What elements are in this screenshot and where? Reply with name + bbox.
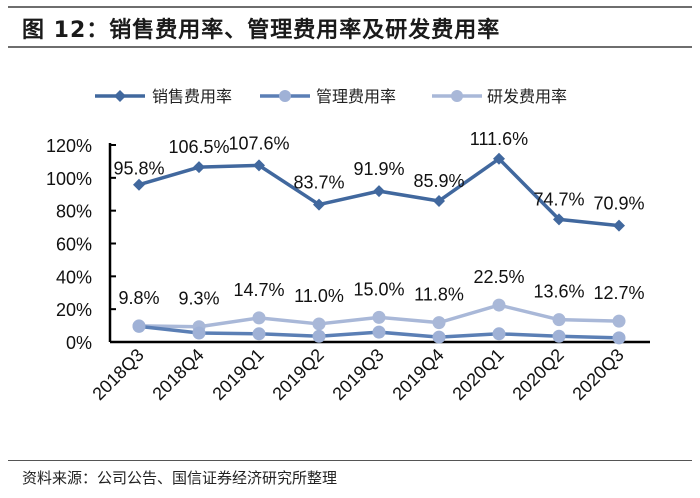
x-tick-label: 2019Q2 bbox=[268, 345, 327, 404]
circle-marker bbox=[552, 329, 566, 343]
data-label-sales: 91.9% bbox=[353, 159, 404, 179]
line-chart: 销售费用率 管理费用率 研发费用率 0% 20% 40% 60% 80% 100% 120% 20… bbox=[46, 87, 650, 404]
figure-title: 图 12：销售费用率、管理费用率及研发费用率 bbox=[22, 18, 501, 43]
data-label-rd: 9.3% bbox=[178, 289, 219, 309]
diamond-marker bbox=[313, 198, 325, 211]
x-tick-label: 2018Q3 bbox=[88, 345, 147, 404]
y-tick-label: 60% bbox=[56, 235, 92, 255]
data-label-sales: 83.7% bbox=[293, 173, 344, 193]
circle-marker bbox=[552, 313, 566, 327]
top-rule bbox=[8, 6, 692, 8]
circle-marker bbox=[492, 298, 506, 312]
diamond-marker bbox=[433, 194, 445, 207]
circle-marker bbox=[192, 326, 206, 340]
circle-marker bbox=[612, 314, 626, 328]
series-group bbox=[132, 152, 626, 345]
circle-marker bbox=[132, 319, 146, 333]
title-rule bbox=[8, 46, 692, 48]
legend-item-rd-rate: 研发费用率 bbox=[432, 87, 567, 106]
legend: 销售费用率 管理费用率 研发费用率 bbox=[95, 87, 567, 106]
x-tick-label: 2019Q4 bbox=[388, 345, 447, 404]
diamond-marker bbox=[373, 185, 385, 198]
source-note: 资料来源：公司公告、国信证券经济研究所整理 bbox=[22, 469, 338, 487]
data-labels: 95.8%106.5%107.6%83.7% 91.9% 85.9% 111.6% 74… bbox=[113, 129, 644, 309]
series-sales-rate bbox=[133, 152, 625, 232]
data-label-sales: 111.6% bbox=[470, 129, 528, 149]
data-label-rd: 22.5% bbox=[473, 267, 524, 287]
diamond-marker bbox=[613, 219, 625, 232]
data-label-sales: 85.9% bbox=[413, 171, 464, 191]
legend-item-admin-rate: 管理费用率 bbox=[260, 87, 396, 106]
data-label-rd: 14.7% bbox=[233, 280, 284, 300]
data-label-rd: 11.0% bbox=[294, 286, 344, 306]
x-tick-label: 2020Q1 bbox=[448, 345, 507, 404]
y-tick-label: 20% bbox=[56, 300, 92, 320]
legend-label: 销售费用率 bbox=[152, 87, 232, 106]
data-label-rd: 9.8% bbox=[118, 288, 159, 308]
data-label-sales: 74.7% bbox=[533, 189, 584, 209]
data-label-sales: 107.6% bbox=[228, 133, 289, 153]
x-tick-label: 2019Q3 bbox=[328, 345, 387, 404]
diamond-marker bbox=[253, 159, 265, 172]
circle-marker bbox=[252, 327, 266, 341]
footer-rule bbox=[8, 460, 692, 461]
y-tick-label: 40% bbox=[56, 267, 92, 287]
data-label-rd: 11.8% bbox=[414, 285, 464, 305]
diamond-marker bbox=[133, 178, 145, 191]
legend-label: 管理费用率 bbox=[316, 87, 396, 106]
data-label-sales: 70.9% bbox=[593, 194, 644, 214]
data-label-sales: 95.8% bbox=[113, 159, 164, 179]
circle-marker bbox=[252, 311, 266, 325]
legend-diamond-icon bbox=[114, 90, 126, 102]
y-tick-label: 120% bbox=[46, 136, 92, 156]
legend-circle-icon bbox=[451, 90, 463, 102]
x-tick-label: 2018Q4 bbox=[148, 345, 207, 404]
legend-item-sales-rate: 销售费用率 bbox=[95, 87, 232, 106]
x-tick-label: 2020Q3 bbox=[568, 345, 627, 404]
circle-marker bbox=[312, 317, 326, 331]
circle-marker bbox=[372, 325, 386, 339]
x-tick-label: 2019Q1 bbox=[208, 345, 267, 404]
y-tick-label: 0% bbox=[66, 333, 92, 353]
circle-marker bbox=[432, 316, 446, 330]
circle-marker bbox=[492, 327, 506, 341]
diamond-marker bbox=[493, 152, 505, 165]
circle-marker bbox=[312, 329, 326, 343]
circle-marker bbox=[432, 330, 446, 344]
data-label-rd: 13.6% bbox=[533, 282, 584, 302]
circle-marker bbox=[372, 310, 386, 324]
data-label-sales: 106.5% bbox=[168, 137, 229, 157]
series-admin-rate bbox=[132, 319, 626, 345]
diamond-marker bbox=[553, 213, 565, 226]
diamond-marker bbox=[193, 161, 205, 174]
legend-label: 研发费用率 bbox=[487, 87, 567, 106]
y-tick-label: 100% bbox=[46, 169, 92, 189]
x-tick-label: 2020Q2 bbox=[508, 345, 567, 404]
legend-circle-icon bbox=[279, 90, 291, 102]
data-label-rd: 12.7% bbox=[593, 283, 644, 303]
circle-marker bbox=[612, 331, 626, 345]
data-label-rd: 15.0% bbox=[353, 279, 404, 299]
y-tick-label: 80% bbox=[56, 202, 92, 222]
